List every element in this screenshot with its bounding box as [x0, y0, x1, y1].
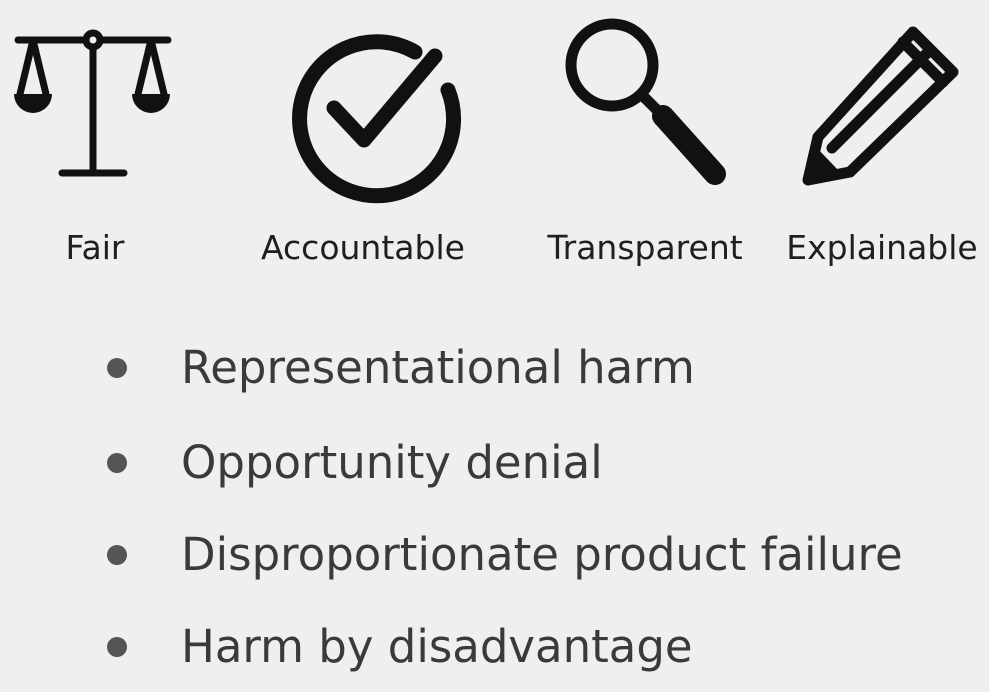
list-item: Opportunity denial	[0, 428, 989, 498]
bullet-icon	[107, 637, 127, 657]
harm-label: Harm by disadvantage	[181, 620, 693, 673]
principle-label-explainable: Explainable	[786, 228, 978, 267]
checkmark-circle-icon	[280, 22, 465, 204]
magnifying-glass-icon	[565, 18, 735, 188]
list-item: Representational harm	[0, 333, 989, 403]
harm-label: Disproportionate product failure	[181, 528, 903, 581]
scales-icon	[10, 26, 180, 186]
list-item: Disproportionate product failure	[0, 520, 989, 590]
harm-label: Representational harm	[181, 341, 695, 394]
bullet-icon	[107, 453, 127, 473]
principle-label-accountable: Accountable	[261, 228, 465, 267]
list-item: Harm by disadvantage	[0, 612, 989, 682]
principle-label-transparent: Transparent	[547, 228, 743, 267]
bullet-icon	[107, 545, 127, 565]
pencil-icon	[800, 22, 970, 192]
principle-label-fair: Fair	[65, 228, 125, 267]
bullet-icon	[107, 358, 127, 378]
harm-label: Opportunity denial	[181, 436, 603, 489]
